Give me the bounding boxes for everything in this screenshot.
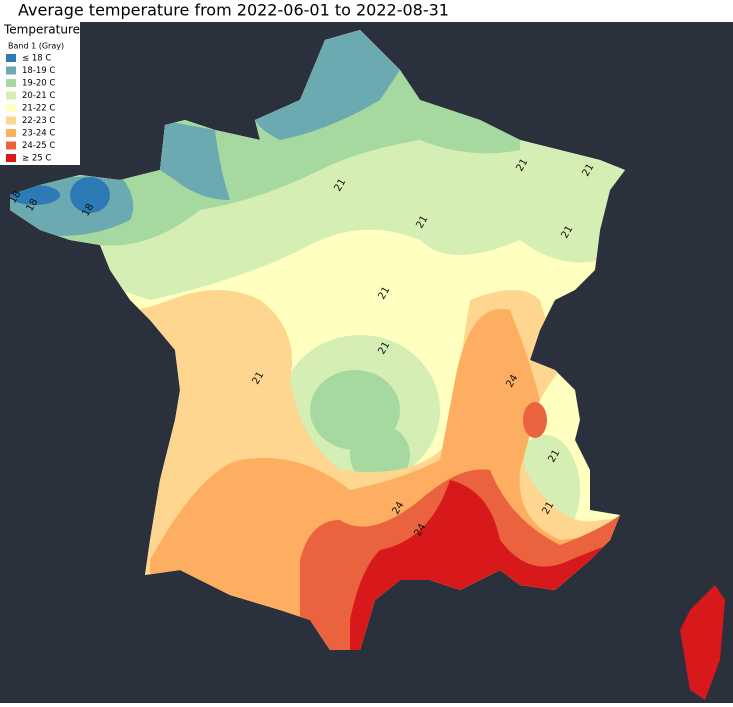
legend-swatch <box>6 54 16 62</box>
legend-swatch <box>6 66 16 75</box>
legend-swatch <box>6 129 16 137</box>
corsica <box>680 585 725 700</box>
title: Average temperature from 2022-06-01 to 2… <box>18 1 449 20</box>
legend-swatch <box>6 104 16 112</box>
legend-label: ≤ 18 C <box>22 54 51 64</box>
zone <box>255 30 400 140</box>
legend-label: 20-21 C <box>22 91 55 101</box>
zone <box>70 177 110 213</box>
legend-swatch <box>6 141 16 150</box>
legend-label: 19-20 C <box>22 79 55 89</box>
zone <box>350 425 410 485</box>
legend-label: 24-25 C <box>22 141 55 151</box>
legend-swatch <box>6 91 16 100</box>
legend-swatch <box>6 79 16 87</box>
legend-label: 23-24 C <box>22 129 55 139</box>
legend-label: ≥ 25 C <box>22 154 51 164</box>
legend-label: 18-19 C <box>22 66 55 76</box>
legend-label: 22-23 C <box>22 116 55 126</box>
legend-swatch <box>6 154 16 162</box>
title-strip <box>0 0 733 22</box>
legend-subtitle: Band 1 (Gray) <box>8 42 64 51</box>
zone <box>523 402 547 438</box>
legend-label: 21-22 C <box>22 104 55 114</box>
legend: ≤ 18 C 18-19 C 19-20 C 20-21 C 21-22 C 22-23 … <box>6 54 55 164</box>
zone <box>160 120 230 200</box>
legend-swatch <box>6 116 16 125</box>
legend-title: Temperature <box>3 23 80 37</box>
